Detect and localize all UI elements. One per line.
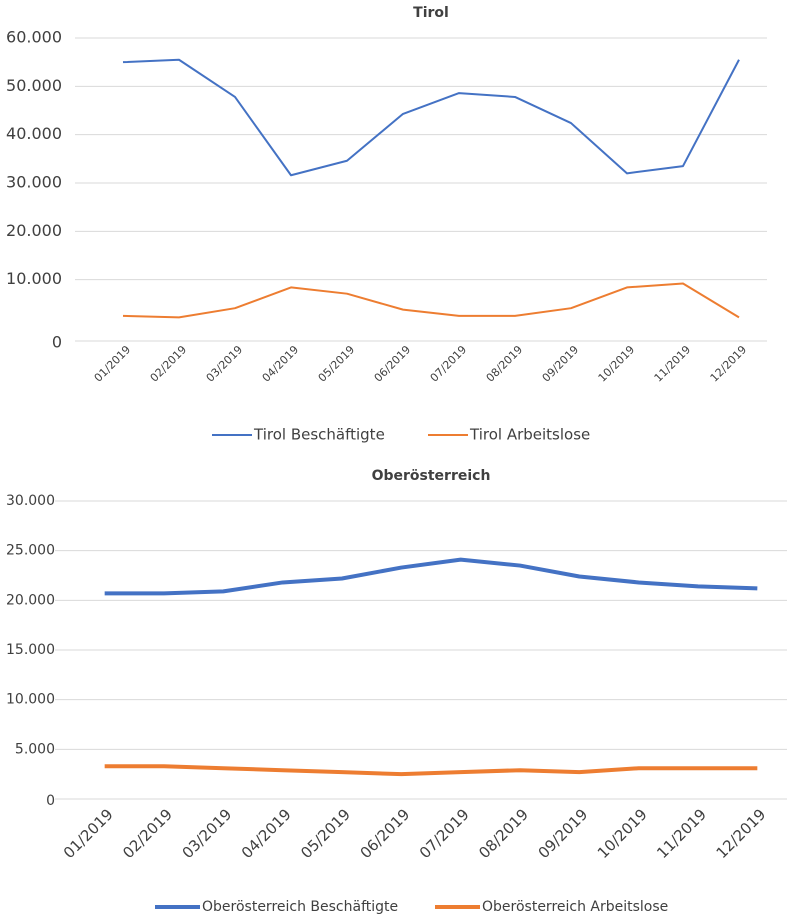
y-tick-label: 20.000 — [6, 221, 62, 240]
series-line — [104, 764, 758, 777]
y-tick-label: 5.000 — [15, 741, 55, 757]
x-tick-label: 04/2019 — [260, 343, 302, 385]
x-tick-label: 02/2019 — [119, 805, 176, 862]
x-tick-label: 02/2019 — [148, 343, 190, 385]
y-tick-label: 15.000 — [6, 642, 55, 658]
x-tick-label: 07/2019 — [428, 343, 470, 385]
chart-title: Oberösterreich — [372, 468, 491, 484]
y-tick-label: 20.000 — [6, 592, 55, 608]
x-tick-label: 05/2019 — [297, 805, 354, 862]
x-tick-label: 08/2019 — [475, 805, 532, 862]
x-tick-label: 10/2019 — [594, 805, 651, 862]
legend-label: Oberösterreich Arbeitslose — [482, 899, 668, 915]
legend-label: Tirol Beschäftigte — [253, 426, 385, 444]
y-tick-label: 10.000 — [6, 692, 55, 708]
x-tick-label: 07/2019 — [416, 805, 473, 862]
x-tick-label: 03/2019 — [179, 805, 236, 862]
y-tick-label: 0 — [46, 793, 55, 809]
x-tick-label: 11/2019 — [652, 343, 694, 385]
x-tick-label: 11/2019 — [653, 805, 710, 862]
x-tick-label: 09/2019 — [540, 343, 582, 385]
x-tick-label: 04/2019 — [238, 805, 295, 862]
series-line — [122, 282, 740, 319]
x-tick-label: 03/2019 — [204, 343, 246, 385]
y-tick-label: 40.000 — [6, 124, 62, 143]
series-line — [122, 58, 740, 177]
y-tick-label: 10.000 — [6, 269, 62, 288]
x-tick-label: 09/2019 — [535, 805, 592, 862]
y-tick-label: 0 — [52, 333, 62, 352]
x-tick-label: 12/2019 — [713, 805, 770, 862]
y-tick-label: 25.000 — [6, 543, 55, 559]
y-tick-label: 60.000 — [6, 28, 62, 47]
x-tick-label: 05/2019 — [316, 343, 358, 385]
legend-label: Tirol Arbeitslose — [469, 426, 590, 444]
y-tick-label: 50.000 — [6, 76, 62, 95]
x-tick-label: 01/2019 — [60, 805, 117, 862]
y-tick-label: 30.000 — [6, 493, 55, 509]
chart-title: Tirol — [413, 5, 449, 21]
x-tick-label: 06/2019 — [357, 805, 414, 862]
x-tick-label: 08/2019 — [484, 343, 526, 385]
x-tick-label: 10/2019 — [596, 343, 638, 385]
y-tick-label: 30.000 — [6, 173, 62, 192]
x-tick-label: 12/2019 — [708, 343, 750, 385]
x-tick-label: 06/2019 — [372, 343, 414, 385]
series-line — [104, 557, 758, 596]
legend-label: Oberösterreich Beschäftigte — [202, 899, 398, 915]
x-tick-label: 01/2019 — [92, 343, 134, 385]
